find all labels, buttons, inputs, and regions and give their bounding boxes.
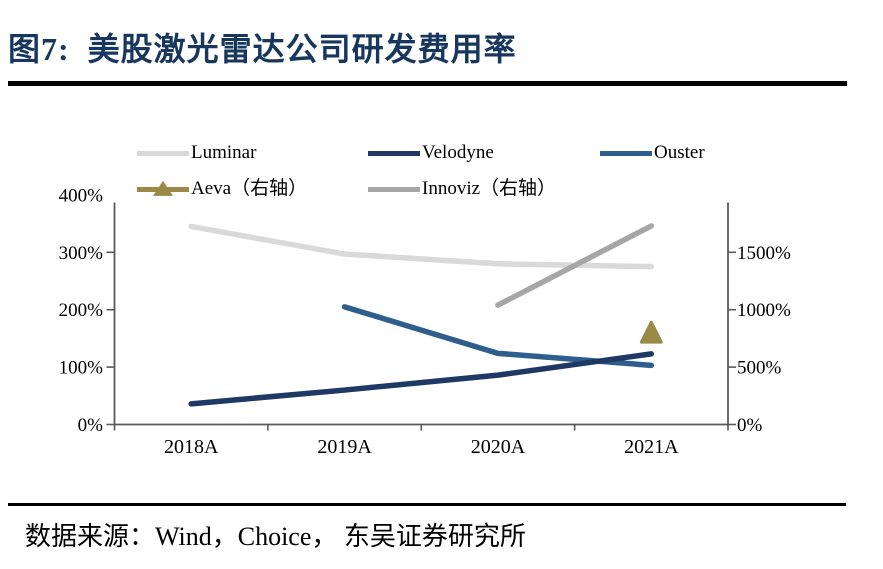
title-rule: [8, 81, 847, 86]
legend-item-innoviz: Innoviz（右轴）: [368, 178, 557, 199]
x-axis-category-label: 2019A: [317, 436, 372, 458]
legend-label-velodyne: Velodyne: [422, 142, 494, 163]
velodyne-line-swatch-icon: [368, 150, 420, 156]
left-axis-tick-label: 200%: [59, 300, 104, 321]
series-line-Ouster: [341, 304, 655, 369]
left-axis-tick-label: 0%: [78, 415, 104, 436]
legend-label-ouster: Ouster: [654, 142, 705, 163]
triangle-marker-icon: [153, 180, 173, 196]
left-axis-tick-label: 400%: [59, 185, 104, 206]
right-axis-tick-label: 1500%: [737, 243, 791, 264]
right-axis-tick-label: 1000%: [737, 300, 791, 321]
legend-item-aeva: Aeva（右轴）: [137, 178, 308, 199]
right-axis-tick-label: 500%: [737, 358, 782, 379]
right-axis-tick-label: 0%: [737, 415, 763, 436]
x-axis-category-label: 2020A: [471, 436, 526, 458]
legend-item-velodyne: Velodyne: [368, 142, 494, 163]
x-axis-category-label: 2018A: [164, 436, 219, 458]
innoviz-line-swatch-icon: [368, 186, 420, 192]
series-marker-Aeva: [639, 320, 663, 344]
x-axis-category-label: 2021A: [624, 436, 679, 458]
luminar-line-swatch-icon: [137, 150, 189, 156]
legend-item-ouster: Ouster: [600, 142, 705, 163]
aeva-line-swatch-icon: [137, 180, 189, 196]
legend-label-aeva: Aeva（右轴）: [191, 178, 308, 199]
data-source: 数据来源：Wind，Choice， 东吴证券研究所: [25, 522, 526, 551]
left-axis-tick-label: 100%: [59, 358, 104, 379]
series-line-Velodyne: [188, 351, 655, 407]
series-line-Innoviz: [495, 223, 655, 308]
legend-label-luminar: Luminar: [191, 142, 257, 163]
source-rule: [8, 503, 846, 506]
legend-label-innoviz: Innoviz（右轴）: [422, 178, 557, 199]
ouster-line-swatch-icon: [600, 150, 652, 156]
left-axis-tick-label: 300%: [59, 243, 104, 264]
legend-item-luminar: Luminar: [137, 142, 257, 163]
figure-title: 图7: 美股激光雷达公司研发费用率: [8, 31, 517, 67]
